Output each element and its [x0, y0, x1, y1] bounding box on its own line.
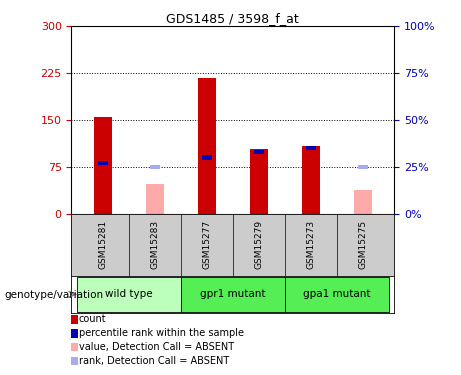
Text: GSM15281: GSM15281: [98, 220, 107, 269]
Text: gpr1 mutant: gpr1 mutant: [200, 290, 266, 299]
Text: GSM15283: GSM15283: [150, 220, 159, 269]
Bar: [354, 190, 372, 214]
Bar: [77, 277, 181, 312]
Title: GDS1485 / 3598_f_at: GDS1485 / 3598_f_at: [166, 12, 299, 25]
Bar: [98, 161, 108, 165]
Text: rank, Detection Call = ABSENT: rank, Detection Call = ABSENT: [78, 356, 229, 366]
Text: GSM15275: GSM15275: [358, 220, 367, 269]
Text: wild type: wild type: [105, 290, 153, 299]
Bar: [302, 146, 320, 214]
Text: gpa1 mutant: gpa1 mutant: [303, 290, 371, 299]
Bar: [150, 165, 160, 169]
Bar: [358, 165, 368, 169]
Bar: [250, 149, 268, 214]
Bar: [198, 78, 216, 214]
Bar: [146, 184, 164, 214]
Bar: [181, 277, 285, 312]
Text: GSM15277: GSM15277: [202, 220, 211, 269]
Bar: [202, 155, 212, 160]
Text: GSM15273: GSM15273: [307, 220, 315, 269]
Text: count: count: [78, 315, 106, 324]
Text: GSM15279: GSM15279: [254, 220, 263, 269]
Bar: [306, 146, 316, 150]
Bar: [254, 150, 264, 154]
Text: percentile rank within the sample: percentile rank within the sample: [78, 328, 243, 338]
Bar: [94, 117, 112, 214]
Text: value, Detection Call = ABSENT: value, Detection Call = ABSENT: [78, 342, 234, 352]
Text: genotype/variation: genotype/variation: [5, 290, 104, 300]
Bar: [285, 277, 389, 312]
